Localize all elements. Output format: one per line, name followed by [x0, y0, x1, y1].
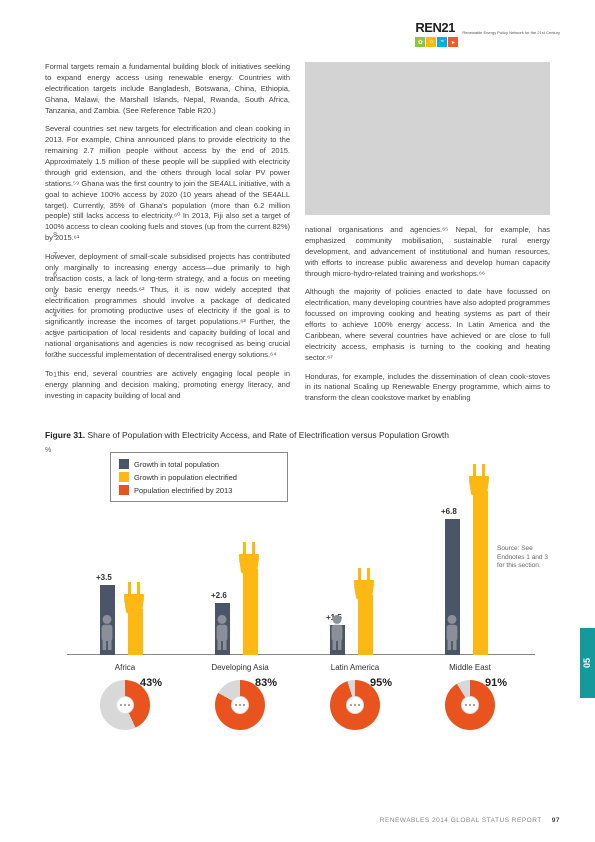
swatch — [119, 472, 129, 482]
pie-chart: 83% — [190, 680, 290, 730]
chart: % 12345678 Growth in total population Gr… — [45, 450, 550, 710]
pie-chart: 91% — [420, 680, 520, 730]
right-column: national organisations and agencies.⁶⁵ N… — [305, 62, 550, 412]
paragraph: Several countries set new targets for el… — [45, 124, 290, 244]
figure-title: Figure 31. Share of Population with Elec… — [45, 430, 550, 440]
category-label: Middle East — [420, 663, 520, 672]
logo-tagline: Renewable Energy Policy Network for the … — [462, 31, 560, 36]
logo-text: REN21 — [415, 20, 458, 35]
category-label: Africa — [75, 663, 175, 672]
legend: Growth in total population Growth in pop… — [110, 452, 288, 502]
footer: RENEWABLES 2014 GLOBAL STATUS REPORT97 — [380, 817, 560, 824]
logo-icons: ✿☼≈▸ — [415, 37, 458, 47]
image-placeholder — [305, 62, 550, 215]
header-logo: REN21 ✿☼≈▸ Renewable Energy Policy Netwo… — [415, 20, 560, 47]
source-note: Source: See Endnotes 1 and 3 for this se… — [497, 545, 552, 570]
pie-chart: 43% — [75, 680, 175, 730]
paragraph: To this end, several countries are activ… — [45, 369, 290, 402]
y-unit: % — [45, 447, 51, 454]
section-tab: 05 — [580, 628, 595, 698]
pie-chart: 95% — [305, 680, 405, 730]
left-column: Formal targets remain a fundamental buil… — [45, 62, 290, 412]
swatch — [119, 459, 129, 469]
category-label: Developing Asia — [190, 663, 290, 672]
paragraph: Honduras, for example, includes the diss… — [305, 372, 550, 405]
paragraph: national organisations and agencies.⁶⁵ N… — [305, 225, 550, 279]
category-label: Latin America — [305, 663, 405, 672]
paragraph: Formal targets remain a fundamental buil… — [45, 62, 290, 116]
paragraph: However, deployment of small-scale subsi… — [45, 252, 290, 361]
paragraph: Although the majority of policies enacte… — [305, 287, 550, 363]
swatch — [119, 485, 129, 495]
